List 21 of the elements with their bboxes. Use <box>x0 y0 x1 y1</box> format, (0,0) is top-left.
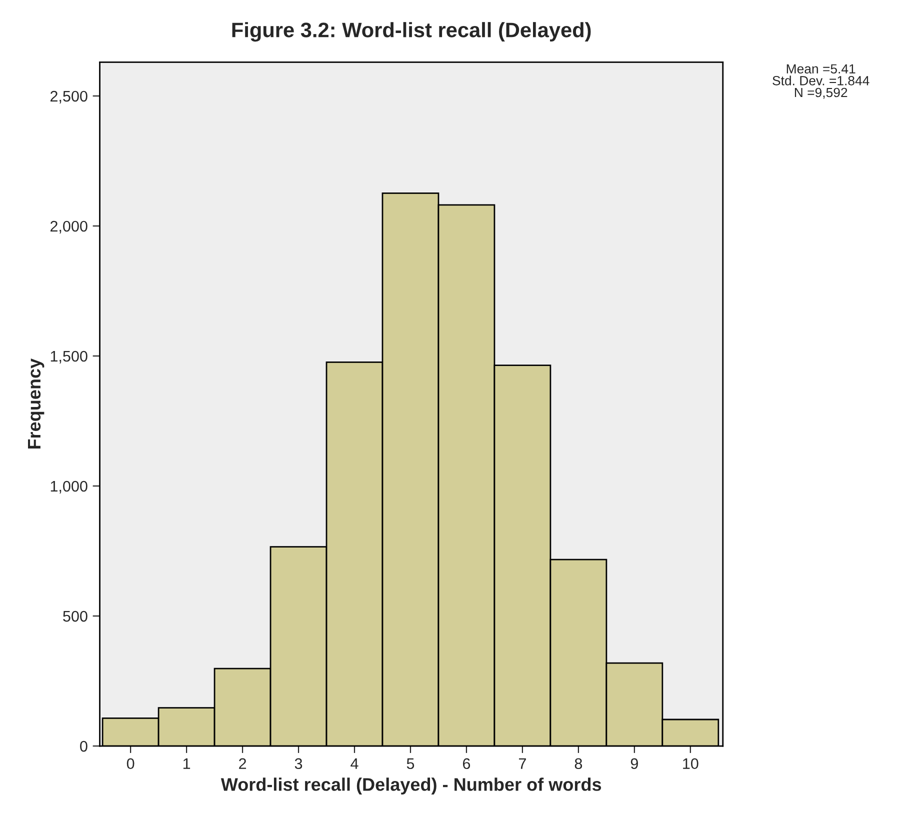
y-tick-label: 2,000 <box>50 220 88 234</box>
x-tick-label: 0 <box>126 758 134 770</box>
x-axis-title: Word-list recall (Delayed) - Number of words <box>220 778 602 794</box>
x-tick-label: 7 <box>518 758 526 769</box>
y-tick-label: 1,000 <box>50 480 88 494</box>
y-axis-title: Frequency <box>28 358 44 449</box>
y-tick-label: 1,500 <box>50 350 88 364</box>
x-tick-label: 1 <box>183 758 190 769</box>
x-tick-label: 8 <box>574 758 582 770</box>
text: Mean =5.41 Std. Dev. =1.844 N =9,592 <box>772 64 870 99</box>
x-tick-label: 5 <box>406 758 414 770</box>
x-tick-label: 4 <box>350 758 358 769</box>
y-tick-label: 2,500 <box>50 90 88 104</box>
x-tick-label: 3 <box>294 758 302 770</box>
x-tick-label: 10 <box>683 758 698 770</box>
x-tick-label: 6 <box>462 758 470 770</box>
x-tick-label: 9 <box>630 758 638 770</box>
y-tick-label: 500 <box>63 610 88 622</box>
chart-title: Figure 3.2: Word-list recall (Delayed) <box>232 22 591 42</box>
y-tick-label: 0 <box>80 740 88 752</box>
x-tick-label: 2 <box>239 758 246 769</box>
